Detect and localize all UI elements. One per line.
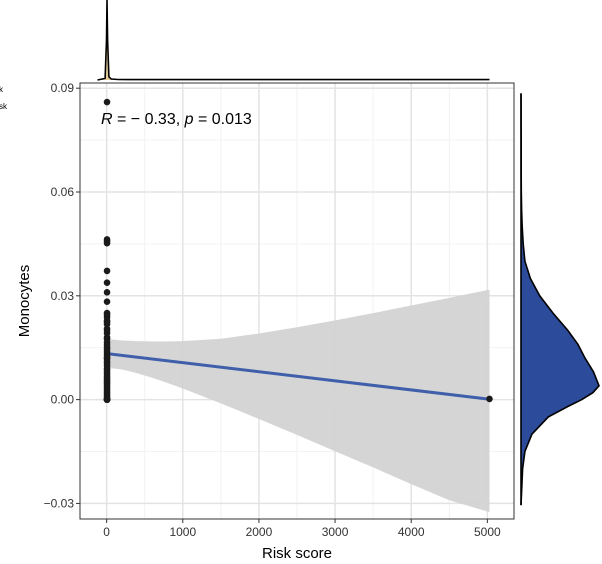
- data-point: [103, 98, 111, 106]
- y-axis-title: Monocytes: [16, 265, 33, 338]
- x-marginal-density: [97, 0, 490, 81]
- y-tick-label: 0.06: [51, 185, 75, 199]
- data-point: [103, 267, 111, 275]
- y-density-fill: [521, 93, 599, 506]
- x-axis-title: Risk score: [262, 545, 332, 562]
- correlation-annotation: R = − 0.33, p = 0.013: [101, 111, 252, 128]
- axes: 0 1000 2000 3000 4000 5000 −0.03 0.00 0.03 0.06 0.…: [44, 81, 501, 539]
- x-tick-label: 4000: [398, 525, 425, 539]
- data-point: [103, 396, 111, 403]
- x-tick-label: 0: [103, 525, 110, 539]
- r-symbol: R: [101, 111, 113, 128]
- y-tick-label: 0.03: [51, 289, 75, 303]
- p-symbol: p: [184, 111, 194, 128]
- data-point: [103, 239, 111, 247]
- data-point: [103, 279, 111, 286]
- legend-fragment-1: k: [0, 85, 4, 94]
- regression-line: [106, 352, 490, 401]
- plot-border: [79, 82, 515, 520]
- x-tick-label: 1000: [169, 525, 196, 539]
- y-tick-label: 0.09: [51, 81, 75, 95]
- main-plot-panel: R = − 0.33, p = 0.013: [79, 82, 515, 520]
- data-point: [103, 298, 111, 305]
- confidence-band: [107, 289, 490, 513]
- data-points: [103, 98, 493, 403]
- legend-fragment-2: sk: [0, 102, 8, 111]
- data-point: [103, 289, 111, 296]
- x-tick-label: 3000: [322, 525, 349, 539]
- x-tick-label: 5000: [474, 525, 501, 539]
- y-tick-label: −0.03: [44, 496, 75, 510]
- p-value: = 0.013: [194, 111, 252, 128]
- r-value: = − 0.33,: [113, 111, 185, 128]
- x-tick-label: 2000: [246, 525, 273, 539]
- data-point: [486, 395, 493, 403]
- y-marginal-density: [520, 93, 600, 506]
- y-tick-label: 0.00: [51, 393, 75, 407]
- x-density-curve: [97, 0, 490, 81]
